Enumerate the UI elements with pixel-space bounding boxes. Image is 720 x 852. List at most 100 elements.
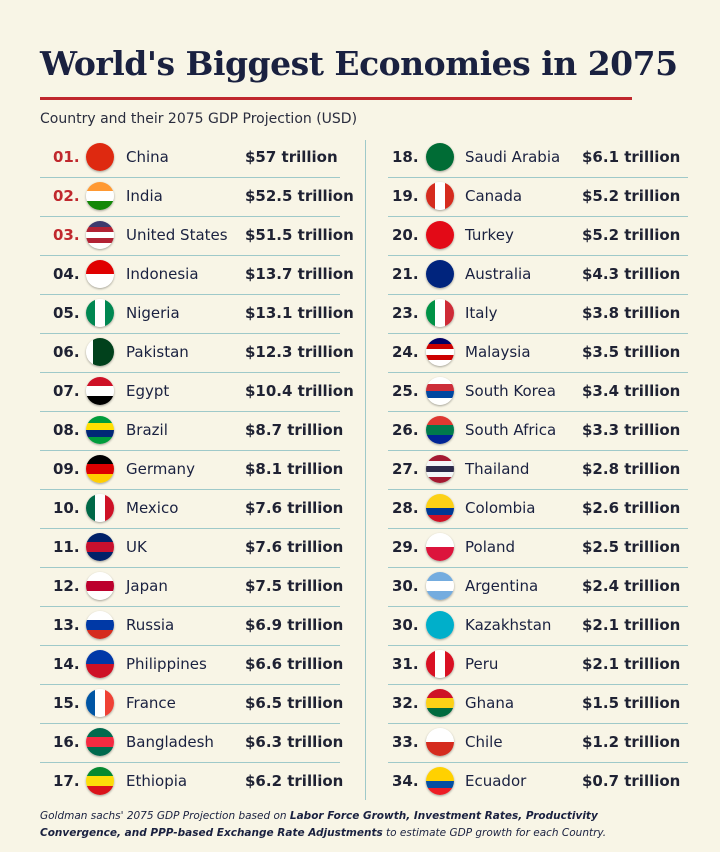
flag-icon xyxy=(86,572,114,600)
country-name: Poland xyxy=(465,538,516,556)
table-row: 23. Italy $3.8 trillion xyxy=(388,294,688,334)
rank: 11. xyxy=(53,538,80,556)
rank: 14. xyxy=(53,655,80,673)
rank: 21. xyxy=(392,265,419,283)
country-name: Ghana xyxy=(465,694,515,712)
table-row: 09. Germany $8.1 trillion xyxy=(40,450,344,490)
gdp-value: $2.1 trillion xyxy=(582,616,681,634)
table-row: 03. United States $51.5 trillion xyxy=(40,216,354,256)
country-name: South Africa xyxy=(465,421,557,439)
flag-icon xyxy=(86,767,114,795)
table-row: 27. Thailand $2.8 trillion xyxy=(388,450,688,490)
flag-icon xyxy=(426,767,454,795)
country-name: Japan xyxy=(126,577,168,595)
country-name: Canada xyxy=(465,187,523,205)
flag-icon xyxy=(426,728,454,756)
flag-icon xyxy=(86,455,114,483)
country-name: Nigeria xyxy=(126,304,180,322)
table-row: 28. Colombia $2.6 trillion xyxy=(388,489,688,529)
rank: 28. xyxy=(392,499,419,517)
rank: 34. xyxy=(392,772,419,790)
country-name: India xyxy=(126,187,163,205)
country-name: China xyxy=(126,148,169,166)
gdp-value: $8.1 trillion xyxy=(245,460,344,478)
rank: 09. xyxy=(53,460,80,478)
flag-icon xyxy=(426,377,454,405)
gdp-value: $3.4 trillion xyxy=(582,382,681,400)
gdp-value: $1.5 trillion xyxy=(582,694,681,712)
flag-icon xyxy=(426,689,454,717)
table-row: 24. Malaysia $3.5 trillion xyxy=(388,333,688,373)
flag-icon xyxy=(86,728,114,756)
gdp-value: $2.1 trillion xyxy=(582,655,681,673)
gdp-value: $2.5 trillion xyxy=(582,538,681,556)
gdp-value: $10.4 trillion xyxy=(245,382,354,400)
table-row: 32. Ghana $1.5 trillion xyxy=(388,684,688,724)
country-name: Indonesia xyxy=(126,265,199,283)
gdp-value: $4.3 trillion xyxy=(582,265,681,283)
flag-icon xyxy=(86,416,114,444)
table-row: 08. Brazil $8.7 trillion xyxy=(40,411,343,451)
table-row: 33. Chile $1.2 trillion xyxy=(388,723,688,763)
rank: 03. xyxy=(53,226,80,244)
gdp-value: $57 trillion xyxy=(245,148,338,166)
table-row: 29. Poland $2.5 trillion xyxy=(388,528,688,568)
flag-icon xyxy=(86,221,114,249)
gdp-value: $2.4 trillion xyxy=(582,577,681,595)
table-row: 25. South Korea $3.4 trillion xyxy=(388,372,688,412)
table-row: 19. Canada $5.2 trillion xyxy=(388,177,688,217)
flag-icon xyxy=(86,650,114,678)
flag-icon xyxy=(86,689,114,717)
gdp-value: $51.5 trillion xyxy=(245,226,354,244)
country-name: Brazil xyxy=(126,421,168,439)
flag-icon xyxy=(86,611,114,639)
table-row: 07. Egypt $10.4 trillion xyxy=(40,372,354,412)
gdp-value: $6.9 trillion xyxy=(245,616,344,634)
country-name: Mexico xyxy=(126,499,179,517)
flag-icon xyxy=(86,533,114,561)
country-name: United States xyxy=(126,226,228,244)
flag-icon xyxy=(426,260,454,288)
title-rule xyxy=(40,97,632,100)
country-name: Turkey xyxy=(465,226,514,244)
flag-icon xyxy=(426,572,454,600)
country-name: Colombia xyxy=(465,499,536,517)
table-row: 34. Ecuador $0.7 trillion xyxy=(388,762,688,801)
rank: 02. xyxy=(53,187,80,205)
gdp-value: $5.2 trillion xyxy=(582,226,681,244)
country-name: Kazakhstan xyxy=(465,616,552,634)
table-row: 15. France $6.5 trillion xyxy=(40,684,343,724)
flag-icon xyxy=(426,338,454,366)
flag-icon xyxy=(86,377,114,405)
rank: 32. xyxy=(392,694,419,712)
flag-icon xyxy=(426,455,454,483)
table-row: 01. China $57 trillion xyxy=(40,138,340,178)
rank: 23. xyxy=(392,304,419,322)
country-name: Australia xyxy=(465,265,532,283)
table-row: 06. Pakistan $12.3 trillion xyxy=(40,333,354,373)
flag-icon xyxy=(426,221,454,249)
table-row: 05. Nigeria $13.1 trillion xyxy=(40,294,354,334)
rank: 18. xyxy=(392,148,419,166)
flag-icon xyxy=(426,416,454,444)
country-name: South Korea xyxy=(465,382,556,400)
gdp-value: $6.6 trillion xyxy=(245,655,344,673)
gdp-value: $2.8 trillion xyxy=(582,460,681,478)
country-name: Egypt xyxy=(126,382,170,400)
subtitle: Country and their 2075 GDP Projection (U… xyxy=(40,111,358,127)
country-name: Thailand xyxy=(465,460,530,478)
country-name: UK xyxy=(126,538,147,556)
rank: 12. xyxy=(53,577,80,595)
rank: 06. xyxy=(53,343,80,361)
table-row: 20. Turkey $5.2 trillion xyxy=(388,216,688,256)
gdp-value: $5.2 trillion xyxy=(582,187,681,205)
table-row: 30. Argentina $2.4 trillion xyxy=(388,567,688,607)
rank: 07. xyxy=(53,382,80,400)
flag-icon xyxy=(86,182,114,210)
rank: 17. xyxy=(53,772,80,790)
rank: 05. xyxy=(53,304,80,322)
rank: 10. xyxy=(53,499,80,517)
gdp-value: $6.3 trillion xyxy=(245,733,344,751)
rank: 01. xyxy=(53,148,80,166)
